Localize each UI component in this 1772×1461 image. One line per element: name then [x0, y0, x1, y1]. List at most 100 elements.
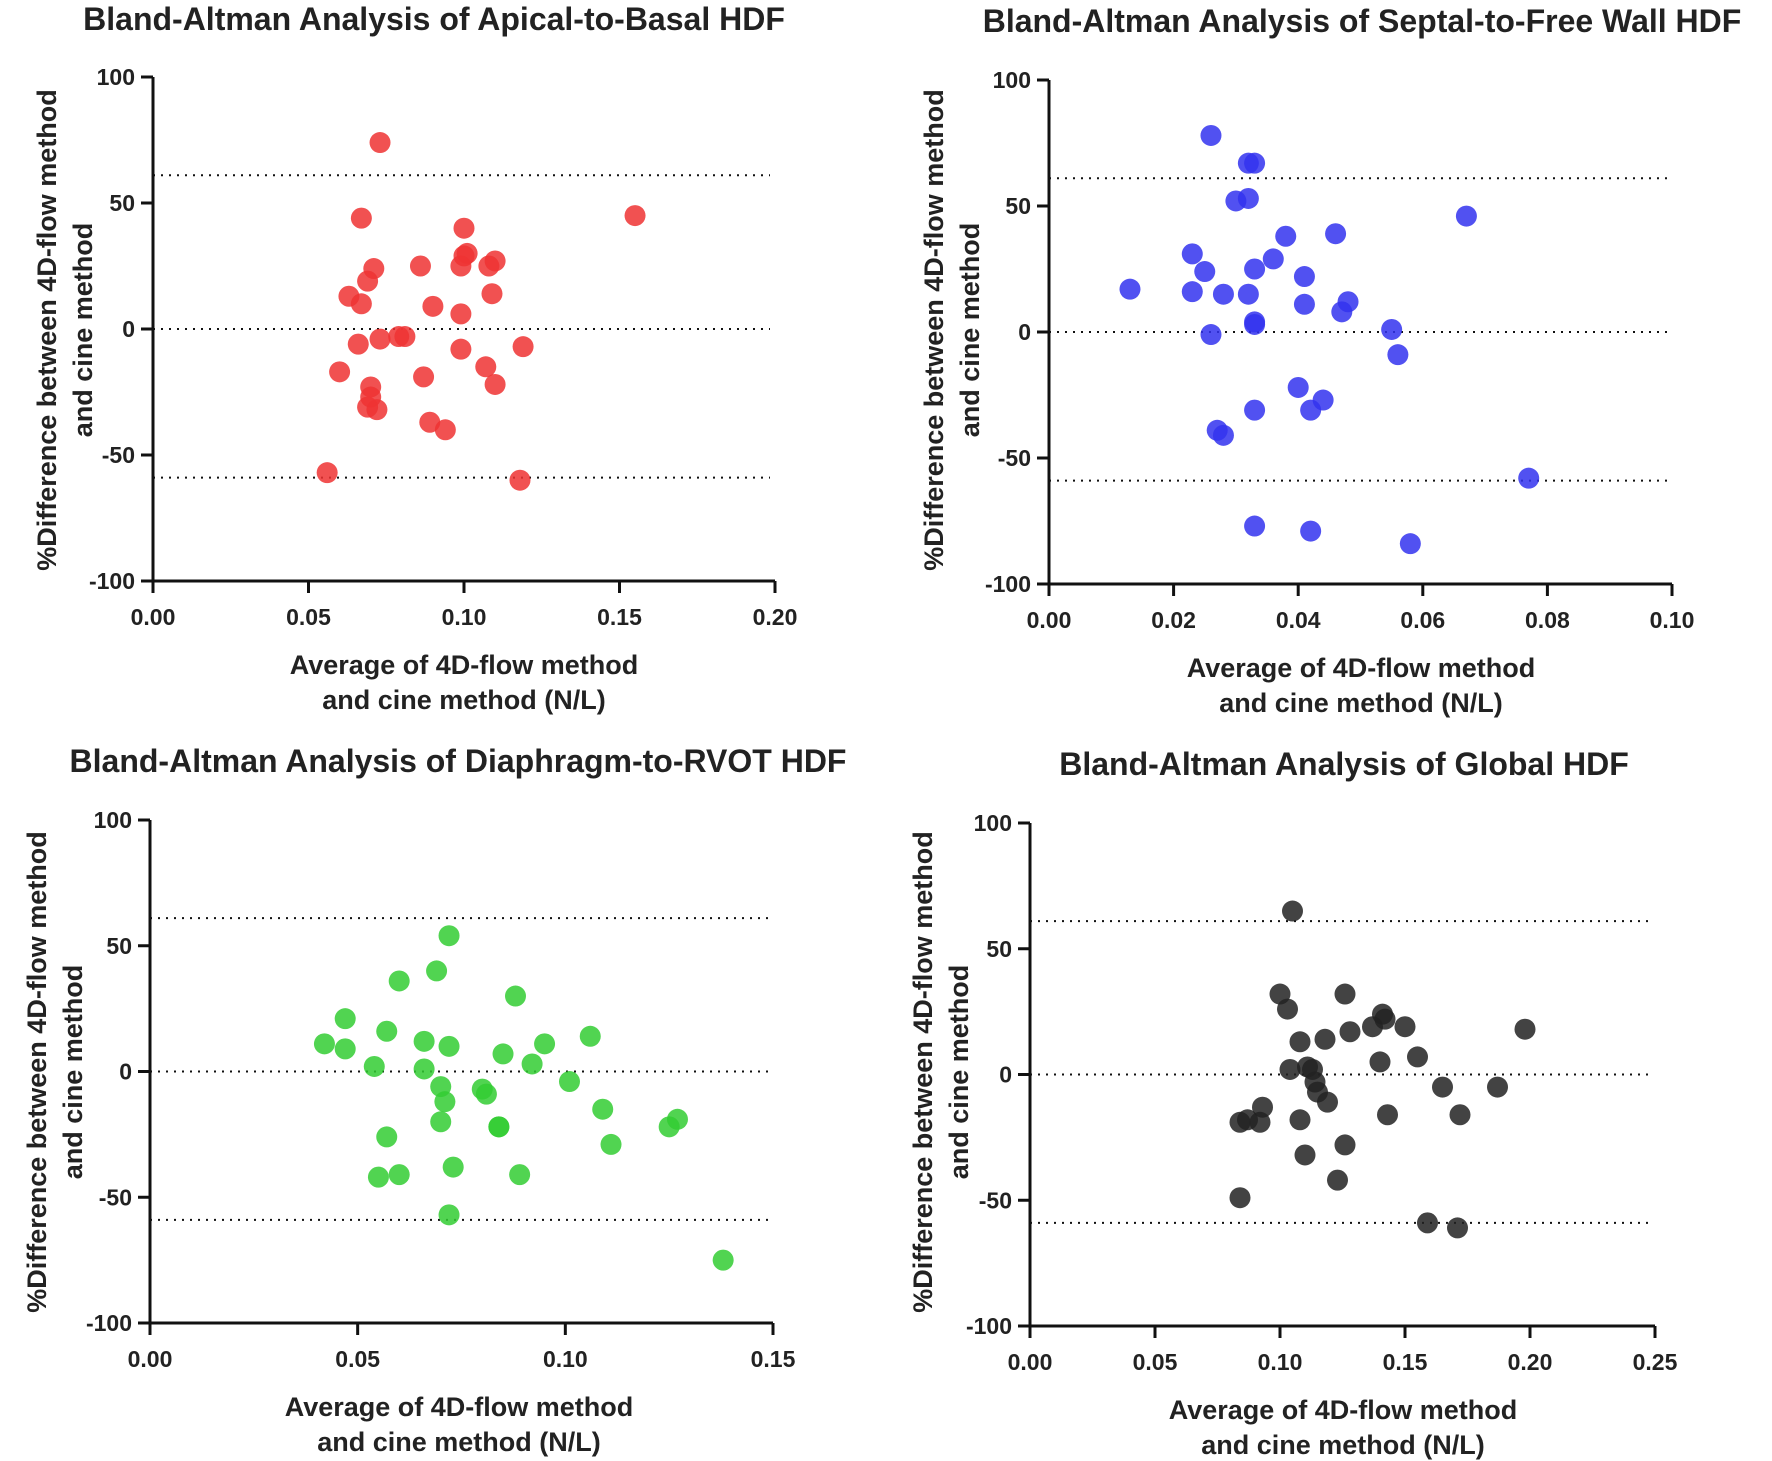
data-point	[1432, 1076, 1453, 1098]
data-point	[492, 1043, 514, 1065]
data-point	[1287, 376, 1309, 398]
x-axis-label: Average of 4D-flow method	[1169, 1395, 1518, 1425]
data-point	[450, 255, 472, 277]
data-point	[484, 373, 506, 395]
x-tick-label: 0.00	[1008, 1349, 1053, 1375]
data-point	[504, 985, 526, 1007]
data-point	[1289, 1031, 1311, 1053]
data-point	[422, 295, 444, 317]
data-point	[334, 1008, 356, 1030]
data-point	[430, 1111, 452, 1133]
y-tick-label: 50	[106, 933, 132, 959]
y-tick-label: 100	[993, 67, 1031, 93]
data-point	[369, 132, 391, 154]
y-tick-label: 100	[97, 64, 135, 90]
y-tick-label: 100	[94, 807, 132, 833]
y-tick-label: 0	[999, 1062, 1012, 1088]
data-point	[413, 366, 435, 388]
x-tick-label: 0.00	[131, 604, 176, 630]
data-point	[409, 255, 431, 277]
data-point	[438, 1035, 460, 1057]
data-point	[1293, 266, 1315, 288]
data-point	[357, 396, 379, 418]
data-point	[1334, 983, 1356, 1005]
data-point	[388, 326, 410, 348]
data-point	[388, 1164, 410, 1186]
y-axis-label: and cine method	[68, 223, 98, 438]
data-point	[1455, 205, 1477, 227]
y-tick-label: -50	[998, 445, 1031, 471]
data-point	[481, 283, 503, 305]
data-point	[1212, 283, 1234, 305]
data-point	[1417, 1212, 1438, 1234]
data-point	[369, 328, 391, 350]
data-point	[1194, 261, 1216, 283]
data-point	[350, 207, 372, 229]
x-tick-label: 0.10	[1650, 607, 1695, 633]
x-tick-label: 0.04	[1276, 607, 1321, 633]
data-point	[1377, 1104, 1398, 1126]
data-point	[450, 303, 472, 325]
x-tick-label: 0.15	[1383, 1349, 1428, 1375]
chart-apical-to-basal: Bland-Altman Analysis of Apical-to-Basal…	[32, 1, 797, 715]
chart-septal-to-free-wall: Bland-Altman Analysis of Septal-to-Free …	[919, 3, 1741, 718]
data-point	[1447, 1217, 1468, 1239]
data-point	[484, 250, 506, 272]
y-axis-label: %Difference between 4D-flow method	[919, 89, 949, 571]
data-point	[1181, 243, 1203, 265]
data-point	[592, 1098, 614, 1120]
data-point	[1325, 223, 1347, 245]
data-point	[316, 462, 338, 484]
x-axis-label: and cine method (N/L)	[1201, 1430, 1485, 1460]
data-point	[1200, 124, 1222, 146]
x-axis-label: Average of 4D-flow method	[290, 650, 639, 680]
data-point	[376, 1126, 398, 1148]
data-point	[534, 1033, 556, 1055]
y-tick-label: -100	[86, 1310, 132, 1336]
data-point	[1407, 1046, 1428, 1068]
y-axis-label: %Difference between 4D-flow method	[908, 831, 938, 1313]
x-tick-label: 0.15	[597, 604, 642, 630]
data-point	[376, 1020, 398, 1042]
data-point	[1282, 900, 1303, 922]
data-point	[1374, 1008, 1396, 1030]
data-point	[1212, 424, 1234, 446]
x-tick-label: 0.25	[1633, 1349, 1678, 1375]
x-tick-label: 0.15	[751, 1346, 796, 1372]
data-point	[475, 1083, 497, 1105]
data-point	[426, 960, 448, 982]
data-point	[442, 1156, 464, 1178]
y-tick-label: -100	[89, 568, 135, 594]
data-point	[450, 338, 472, 360]
data-point	[413, 1058, 435, 1080]
data-point	[350, 293, 372, 315]
data-point	[1331, 301, 1353, 323]
data-point	[624, 205, 646, 227]
data-point	[1200, 324, 1222, 346]
data-point	[329, 361, 351, 383]
data-point	[413, 1030, 435, 1052]
x-tick-label: 0.05	[335, 1346, 380, 1372]
data-point	[509, 469, 531, 491]
x-tick-label: 0.10	[442, 604, 487, 630]
data-point	[1487, 1076, 1508, 1098]
data-point	[488, 1116, 510, 1138]
chart-title: Bland-Altman Analysis of Diaphragm-to-RV…	[70, 743, 847, 779]
data-point	[357, 270, 379, 292]
data-point	[1514, 1018, 1536, 1040]
x-tick-label: 0.20	[753, 604, 798, 630]
y-axis-label: %Difference between 4D-flow method	[22, 831, 52, 1313]
y-tick-label: 50	[109, 190, 135, 216]
x-axis-label: and cine method (N/L)	[322, 685, 606, 715]
data-point	[1237, 187, 1259, 209]
data-point	[1394, 1016, 1416, 1038]
x-axis-label: and cine method (N/L)	[1219, 688, 1503, 718]
y-tick-label: -50	[979, 1187, 1012, 1213]
y-tick-label: 0	[119, 1059, 132, 1085]
x-tick-label: 0.00	[128, 1346, 173, 1372]
data-point	[1327, 1169, 1348, 1191]
data-point	[1399, 533, 1421, 555]
x-tick-label: 0.10	[543, 1346, 588, 1372]
data-point	[1300, 399, 1322, 421]
